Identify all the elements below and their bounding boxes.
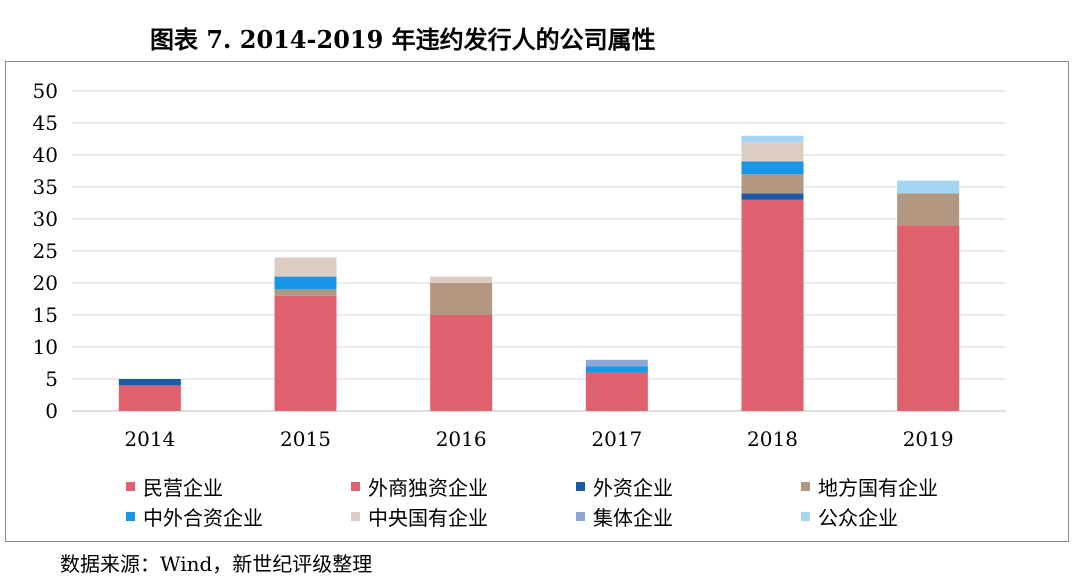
legend-item: 中外合资企业 (126, 502, 263, 531)
y-tick-label: 0 (45, 399, 58, 423)
legend-label: 集体企业 (593, 506, 673, 530)
legend-swatch (801, 512, 810, 521)
y-tick-label: 5 (45, 367, 58, 391)
legend-label: 外资企业 (593, 476, 673, 500)
y-tick-label: 10 (33, 335, 58, 359)
y-tick-label: 50 (33, 79, 58, 103)
bar-segment (897, 193, 960, 226)
legend-item: 集体企业 (576, 502, 673, 531)
bar-segment (741, 142, 804, 162)
y-tick-label: 25 (33, 239, 58, 263)
bar-segment (741, 135, 804, 143)
legend-swatch (351, 512, 360, 521)
legend-item: 外商独资企业 (351, 472, 488, 501)
source-note: 数据来源：Wind，新世纪评级整理 (60, 552, 373, 576)
legend-label: 公众企业 (818, 506, 898, 530)
bar-segment (274, 289, 337, 296)
bar-segment (741, 161, 804, 175)
legend-item: 中央国有企业 (351, 502, 488, 531)
legend-swatch (126, 512, 135, 521)
bar-segment (741, 174, 804, 194)
y-tick-label: 15 (33, 303, 58, 327)
legend-swatch (126, 482, 135, 491)
bar-segment (274, 295, 337, 411)
bar-segment (430, 276, 493, 283)
legend-swatch (576, 482, 585, 491)
legend-swatch (576, 512, 585, 521)
y-tick-label: 40 (33, 143, 58, 167)
bar-segment (274, 257, 337, 277)
bar-segment (430, 283, 493, 315)
legend-label: 中外合资企业 (143, 506, 263, 530)
bar-segment (274, 276, 337, 290)
x-tick-label: 2019 (903, 427, 954, 451)
bar-segment (118, 385, 181, 411)
bar-segment (897, 180, 960, 194)
x-tick-label: 2017 (591, 427, 642, 451)
bar-segment (585, 359, 648, 367)
legend-item: 地方国有企业 (801, 472, 938, 501)
bar-segment (897, 225, 960, 411)
bar-segment (585, 372, 648, 411)
chart-title: 图表 7. 2014-2019 年违约发行人的公司属性 (150, 25, 656, 54)
legend-label: 地方国有企业 (818, 476, 938, 500)
bar-segment (118, 379, 181, 386)
x-tick-label: 2016 (436, 427, 487, 451)
bar-segment (430, 315, 493, 411)
y-tick-label: 45 (33, 111, 58, 135)
x-tick-label: 2014 (124, 427, 175, 451)
legend-swatch (801, 482, 810, 491)
legend-label: 中央国有企业 (368, 506, 488, 530)
legend-item: 外资企业 (576, 472, 673, 501)
legend-label: 外商独资企业 (368, 476, 488, 500)
legend-item: 公众企业 (801, 502, 898, 531)
y-tick-label: 30 (33, 207, 58, 231)
bar-segment (585, 366, 648, 373)
bar-segment (741, 199, 804, 411)
stacked-bar-chart: 0 5 10 15 20 25 30 35 40 45 50 2014 2015 2016 2017 2018… (33, 79, 1006, 451)
bar-segment (741, 193, 804, 200)
y-tick-label: 20 (33, 271, 58, 295)
legend-item: 民营企业 (126, 472, 223, 501)
legend-swatch (351, 482, 360, 491)
x-tick-label: 2018 (747, 427, 798, 451)
legend-label: 民营企业 (143, 476, 223, 500)
x-tick-label: 2015 (280, 427, 331, 451)
y-tick-label: 35 (33, 175, 58, 199)
chart-frame: 0 5 10 15 20 25 30 35 40 45 50 2014 2015 2016 2017 2018… (5, 61, 1069, 542)
